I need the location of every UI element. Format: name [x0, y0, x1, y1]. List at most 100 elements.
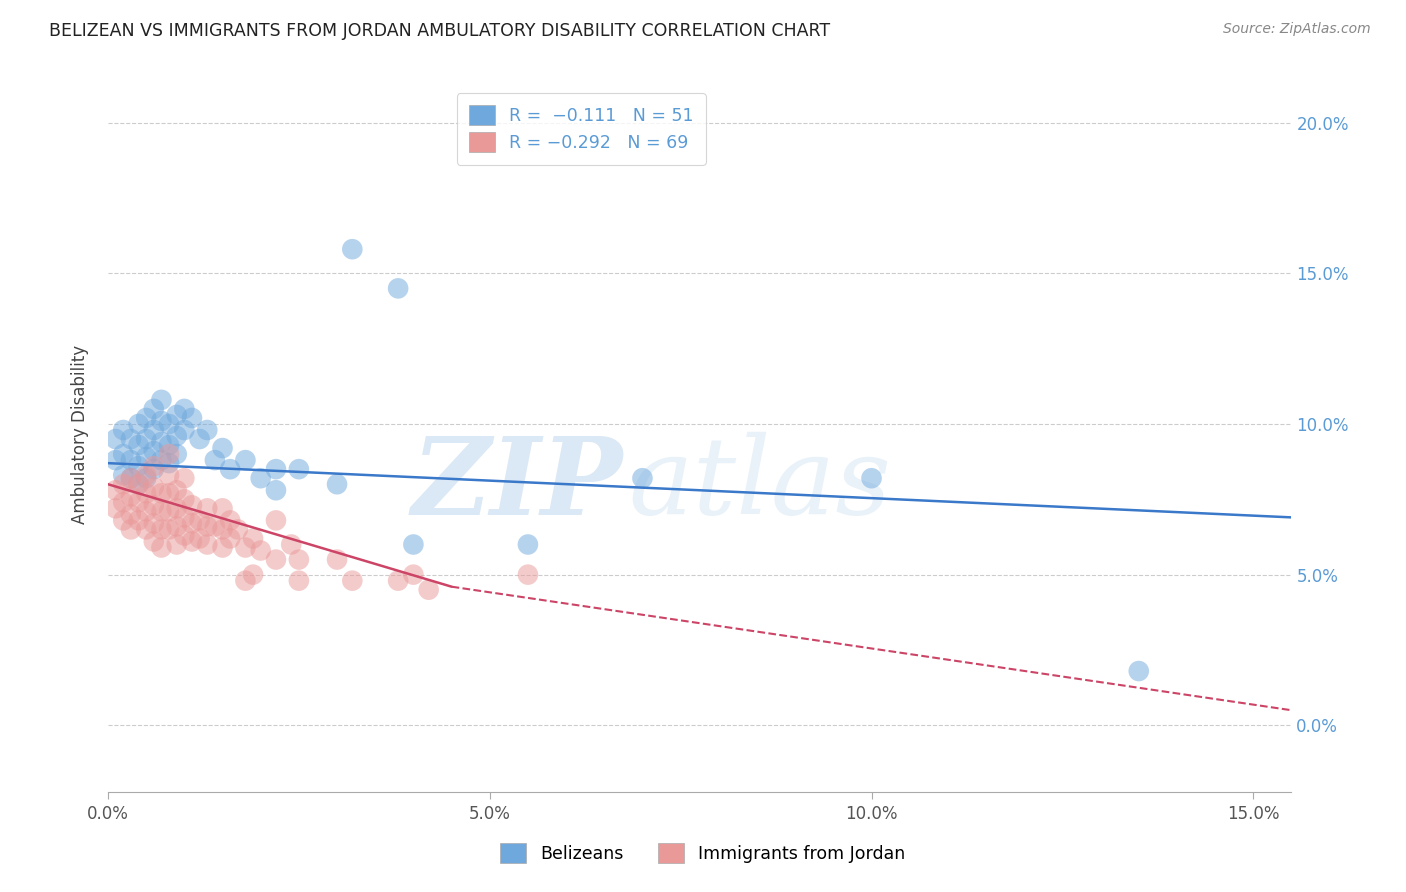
Point	[157, 523, 180, 537]
Point	[516, 537, 538, 551]
Point	[211, 501, 233, 516]
Point	[264, 552, 287, 566]
Point	[112, 468, 135, 483]
Point	[235, 453, 257, 467]
Y-axis label: Ambulatory Disability: Ambulatory Disability	[72, 345, 89, 524]
Point	[181, 499, 204, 513]
Point	[387, 281, 409, 295]
Point	[120, 453, 142, 467]
Point	[104, 483, 127, 498]
Point	[157, 504, 180, 518]
Point	[264, 462, 287, 476]
Point	[288, 462, 311, 476]
Point	[120, 471, 142, 485]
Point	[631, 471, 654, 485]
Point	[128, 477, 150, 491]
Point	[150, 392, 173, 407]
Point	[142, 444, 165, 458]
Point	[188, 532, 211, 546]
Point	[181, 516, 204, 531]
Point	[135, 450, 157, 464]
Point	[219, 532, 242, 546]
Legend: R =  −0.111   N = 51, R = −0.292   N = 69: R = −0.111 N = 51, R = −0.292 N = 69	[457, 94, 706, 165]
Text: atlas: atlas	[628, 432, 891, 537]
Point	[112, 423, 135, 437]
Point	[173, 492, 195, 507]
Point	[120, 508, 142, 522]
Point	[142, 459, 165, 474]
Point	[142, 480, 165, 494]
Point	[142, 401, 165, 416]
Point	[226, 523, 249, 537]
Point	[204, 519, 226, 533]
Point	[181, 534, 204, 549]
Point	[342, 574, 364, 588]
Point	[166, 537, 188, 551]
Point	[418, 582, 440, 597]
Point	[166, 519, 188, 533]
Point	[128, 495, 150, 509]
Point	[128, 477, 150, 491]
Point	[242, 567, 264, 582]
Point	[128, 459, 150, 474]
Text: ZIP: ZIP	[412, 432, 623, 538]
Point	[142, 423, 165, 437]
Point	[135, 471, 157, 485]
Point	[142, 462, 165, 476]
Point	[142, 534, 165, 549]
Point	[150, 486, 173, 500]
Point	[342, 242, 364, 256]
Point	[150, 541, 173, 555]
Point	[142, 499, 165, 513]
Point	[157, 447, 180, 461]
Point	[128, 438, 150, 452]
Point	[219, 462, 242, 476]
Point	[195, 501, 218, 516]
Point	[120, 523, 142, 537]
Text: BELIZEAN VS IMMIGRANTS FROM JORDAN AMBULATORY DISABILITY CORRELATION CHART: BELIZEAN VS IMMIGRANTS FROM JORDAN AMBUL…	[49, 22, 831, 40]
Point	[188, 513, 211, 527]
Point	[135, 432, 157, 446]
Point	[157, 438, 180, 452]
Point	[166, 447, 188, 461]
Point	[157, 456, 180, 470]
Point	[326, 477, 349, 491]
Point	[211, 441, 233, 455]
Point	[150, 523, 173, 537]
Point	[157, 468, 180, 483]
Point	[112, 477, 135, 491]
Point	[135, 468, 157, 483]
Point	[173, 510, 195, 524]
Point	[166, 429, 188, 443]
Point	[135, 486, 157, 500]
Point	[173, 401, 195, 416]
Point	[249, 471, 271, 485]
Point	[173, 471, 195, 485]
Point	[219, 513, 242, 527]
Point	[264, 513, 287, 527]
Point	[112, 495, 135, 509]
Point	[188, 432, 211, 446]
Point	[135, 504, 157, 518]
Point	[150, 414, 173, 428]
Point	[173, 528, 195, 542]
Point	[104, 432, 127, 446]
Point	[173, 423, 195, 437]
Point	[150, 504, 173, 518]
Point	[150, 453, 173, 467]
Point	[120, 489, 142, 503]
Point	[135, 523, 157, 537]
Point	[128, 417, 150, 431]
Legend: Belizeans, Immigrants from Jordan: Belizeans, Immigrants from Jordan	[494, 836, 912, 870]
Point	[195, 423, 218, 437]
Point	[128, 513, 150, 527]
Point	[235, 574, 257, 588]
Point	[195, 537, 218, 551]
Point	[166, 483, 188, 498]
Point	[166, 501, 188, 516]
Point	[249, 543, 271, 558]
Point	[142, 516, 165, 531]
Point	[1128, 664, 1150, 678]
Point	[181, 411, 204, 425]
Point	[235, 541, 257, 555]
